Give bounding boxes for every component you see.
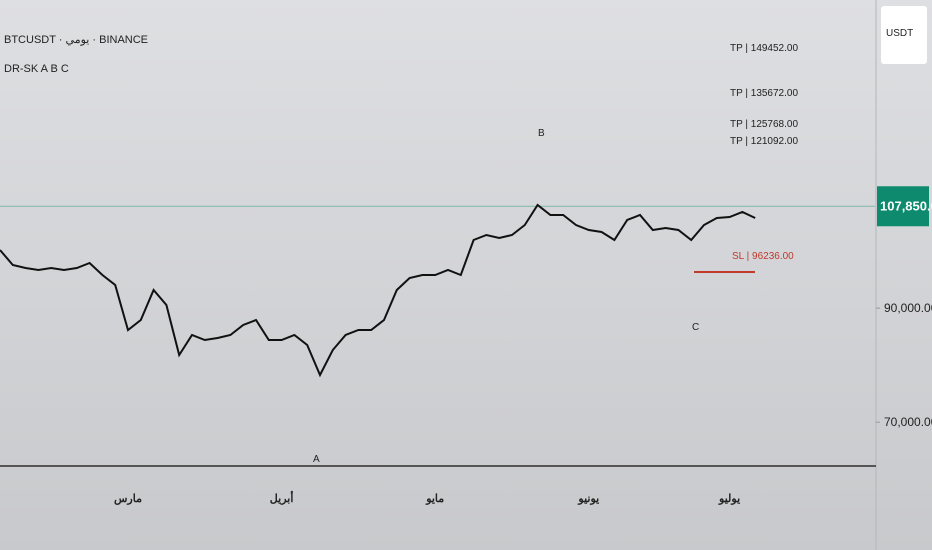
x-tick-label: أبريل	[270, 491, 294, 505]
last-price-label: 107,850.01	[880, 198, 932, 213]
tp-label: TP | 121092.00	[730, 136, 798, 147]
indicator-name: DR-SK A B C	[4, 63, 69, 75]
y-tick-label: 70,000.00	[884, 415, 932, 429]
x-tick-label: يوليو	[718, 493, 740, 505]
tp-label: TP | 149452.00	[730, 43, 798, 54]
wave-point: B	[538, 128, 545, 139]
tp-label: TP | 135672.00	[730, 88, 798, 99]
x-tick-label: مارس	[114, 493, 142, 505]
sl-label: SL | 96236.00	[732, 251, 794, 262]
price-line	[0, 203, 756, 378]
last-price-box	[877, 186, 929, 227]
currency-box[interactable]	[881, 6, 927, 64]
x-tick-label: مايو	[425, 493, 444, 505]
wave-point: A	[313, 454, 320, 465]
x-tick-label: يونيو	[577, 493, 599, 505]
y-tick-label: 90,000.00	[884, 301, 932, 315]
tp-label: TP | 125768.00	[730, 119, 798, 130]
chart-title: BTCUSDT · يومي · BINANCE	[4, 34, 148, 46]
currency: USDT	[886, 28, 913, 39]
wave-point: C	[692, 322, 699, 333]
